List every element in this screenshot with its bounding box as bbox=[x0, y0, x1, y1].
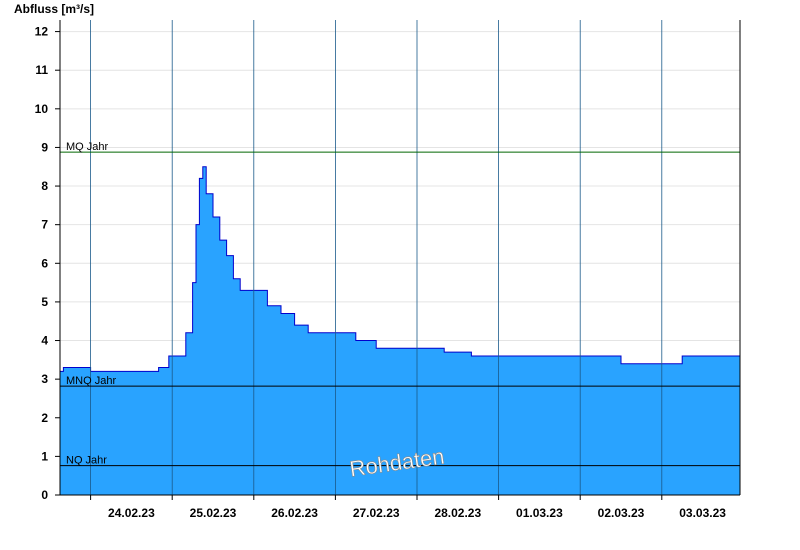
discharge-line bbox=[60, 166, 740, 372]
x-tick-label: 27.02.23 bbox=[353, 506, 400, 520]
x-tick-label: 02.03.23 bbox=[598, 506, 645, 520]
y-tick-label: 12 bbox=[35, 25, 49, 39]
x-tick-label: 01.03.23 bbox=[516, 506, 563, 520]
x-tick-label: 28.02.23 bbox=[434, 506, 481, 520]
y-tick-label: 3 bbox=[41, 372, 48, 386]
y-tick-label: 2 bbox=[41, 411, 48, 425]
x-tick-label: 24.02.23 bbox=[108, 506, 155, 520]
reference-lines: MQ Jahr MNQ Jahr NQ Jahr bbox=[60, 141, 740, 467]
reference-line-label: MQ Jahr bbox=[66, 141, 109, 153]
y-tick-label: 0 bbox=[41, 488, 48, 502]
discharge-area bbox=[60, 166, 740, 495]
y-tick-label: 5 bbox=[41, 295, 48, 309]
reference-line-label: MNQ Jahr bbox=[66, 375, 116, 387]
y-tick-label: 11 bbox=[35, 63, 48, 77]
x-tick-label: 26.02.23 bbox=[271, 506, 318, 520]
y-axis-label: Abfluss [m³/s] bbox=[14, 2, 94, 16]
x-ticks: 24.02.23 25.02.23 26.02.23 27.02.23 28.02.23… bbox=[90, 495, 726, 520]
reference-line-label: NQ Jahr bbox=[66, 455, 107, 467]
y-tick-label: 1 bbox=[41, 449, 48, 463]
y-tick-label: 9 bbox=[41, 140, 48, 154]
y-tick-label: 8 bbox=[41, 179, 48, 193]
y-tick-label: 6 bbox=[41, 256, 48, 270]
axes bbox=[59, 20, 741, 496]
y-tick-label: 4 bbox=[41, 334, 48, 348]
y-tick-label: 7 bbox=[41, 218, 48, 232]
x-tick-label: 25.02.23 bbox=[190, 506, 237, 520]
x-tick-label: 03.03.23 bbox=[679, 506, 726, 520]
y-tick-label: 10 bbox=[35, 102, 49, 116]
day-separator-lines bbox=[90, 20, 663, 495]
